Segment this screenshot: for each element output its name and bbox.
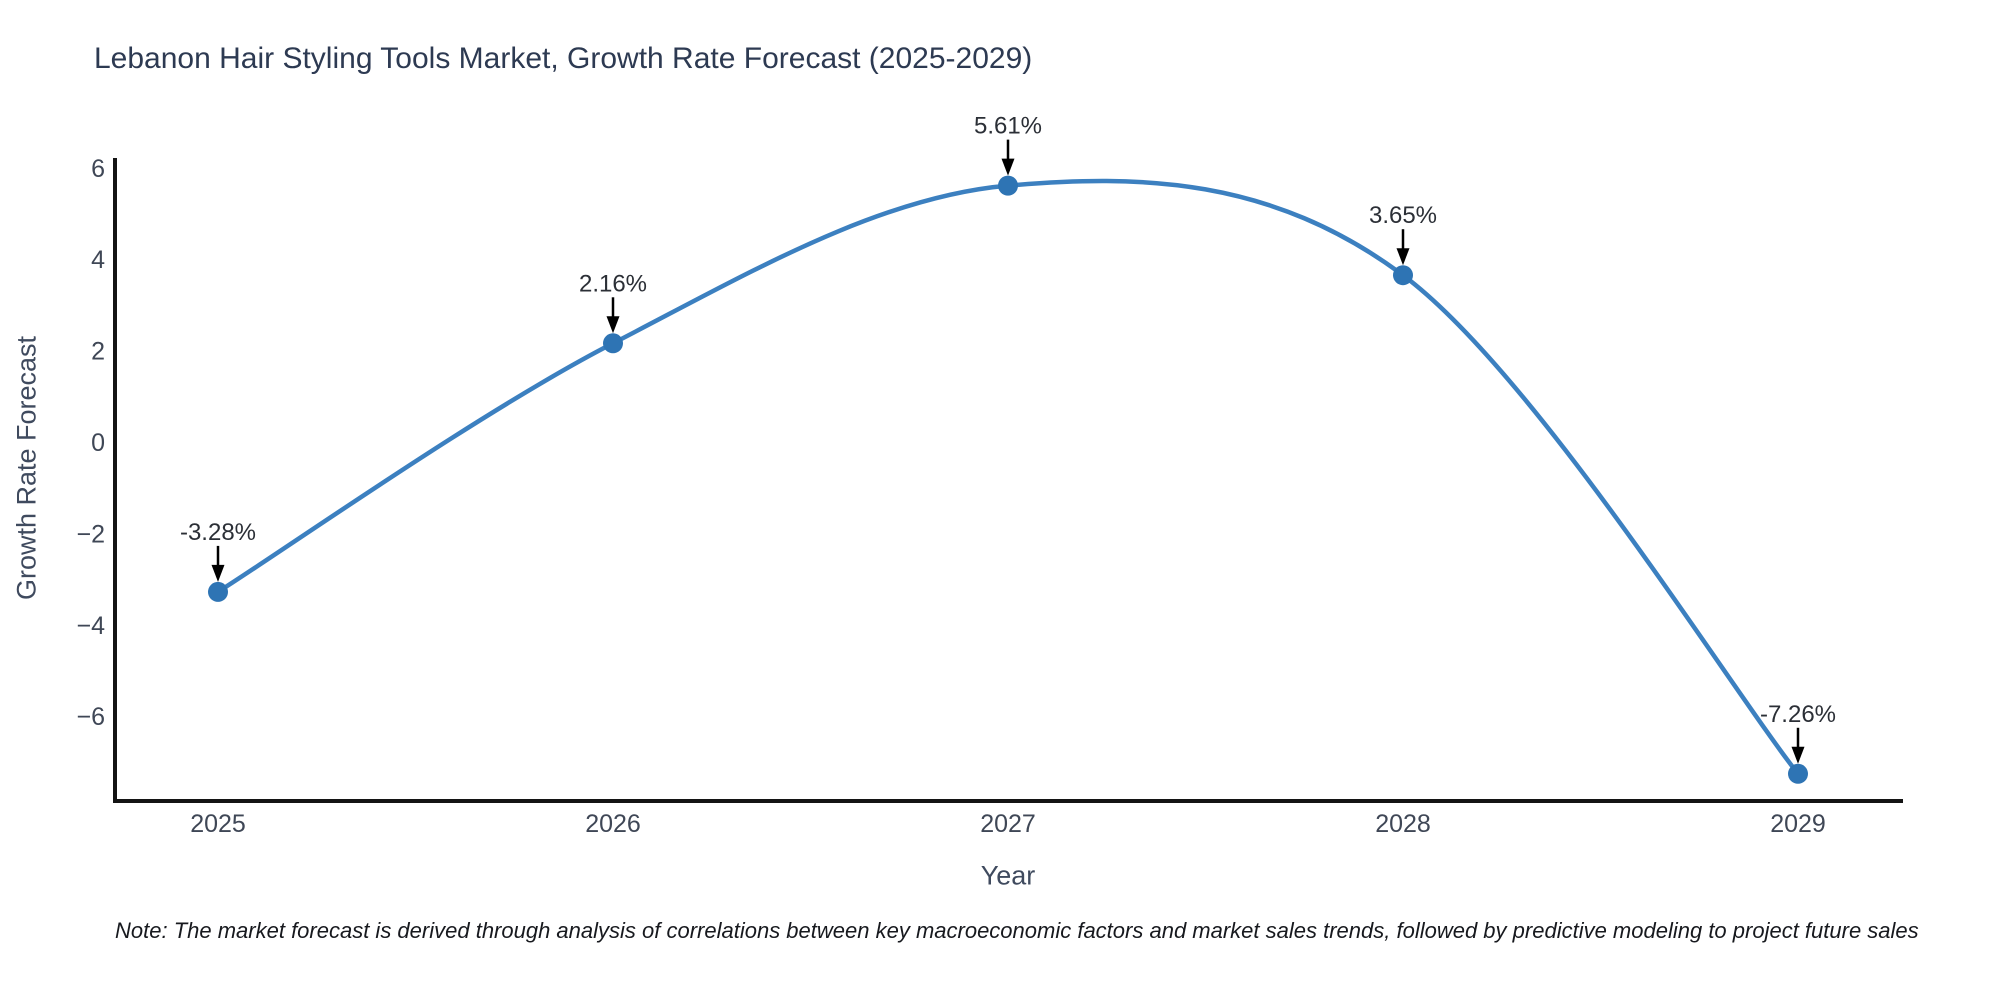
footnote-text: Note: The market forecast is derived thr… [115, 918, 1919, 943]
x-tick-label: 2028 [1375, 810, 1431, 838]
y-tick-label: 2 [91, 338, 105, 366]
y-tick-label: 0 [91, 429, 105, 457]
y-tick-label: −2 [76, 520, 105, 548]
y-tick-label: 6 [91, 155, 105, 183]
annotation-arrow-head [606, 316, 620, 334]
annotation-arrow-head [1791, 746, 1805, 764]
data-point-value-label: 5.61% [974, 113, 1042, 140]
data-point-marker [208, 581, 228, 602]
y-tick-label: 4 [91, 246, 105, 274]
x-axis-title: Year [980, 860, 1036, 891]
data-point-value-label: 3.65% [1369, 202, 1437, 229]
data-point-marker [1393, 265, 1413, 286]
data-point-value-label: -3.28% [180, 519, 256, 546]
data-point-value-label: 2.16% [579, 270, 647, 297]
annotation-arrow-head [1001, 158, 1015, 176]
chart-title: Lebanon Hair Styling Tools Market, Growt… [94, 42, 1033, 75]
data-point-value-label: -7.26% [1760, 701, 1836, 728]
y-tick-label: −6 [76, 703, 105, 731]
data-point-marker [603, 333, 623, 354]
x-tick-label: 2027 [980, 810, 1036, 838]
annotation-arrow-head [211, 564, 225, 582]
data-point-marker [1788, 763, 1808, 784]
data-point-marker [998, 175, 1018, 196]
x-tick-label: 2029 [1770, 810, 1826, 838]
forecast-curve-line [215, 178, 1801, 777]
x-tick-label: 2025 [190, 810, 246, 838]
y-tick-label: −4 [76, 612, 105, 640]
x-tick-label: 2026 [585, 810, 641, 838]
annotation-arrow-head [1396, 248, 1410, 266]
